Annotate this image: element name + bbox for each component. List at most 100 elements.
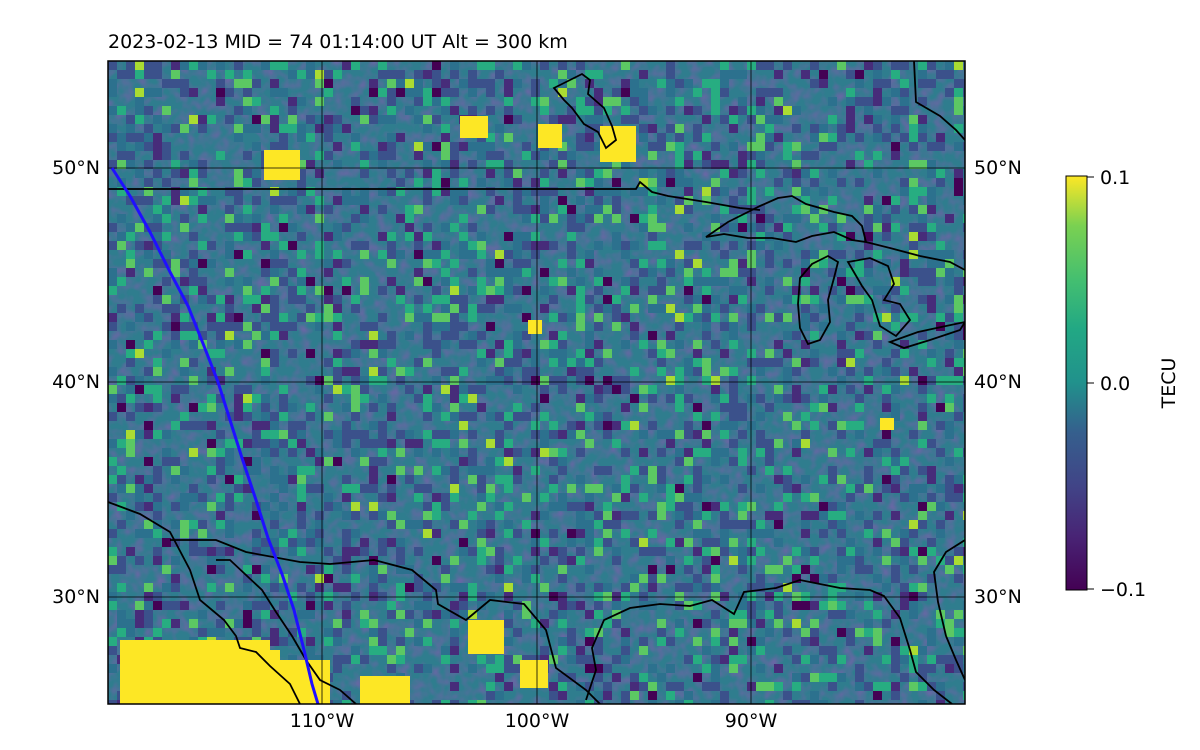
tec-cell	[135, 502, 144, 511]
tec-cell	[666, 106, 675, 115]
tec-cell	[900, 538, 909, 547]
tec-cell	[747, 583, 756, 592]
tec-cell	[324, 286, 333, 295]
tec-cell	[531, 403, 540, 412]
tec-cell	[864, 214, 873, 223]
tec-cell	[801, 304, 810, 313]
tec-cell	[810, 421, 819, 430]
tec-cell	[342, 547, 351, 556]
tec-cell	[477, 403, 486, 412]
tec-cell	[180, 322, 189, 331]
tec-cell	[243, 97, 252, 106]
tec-cell	[954, 124, 963, 133]
tec-cell	[873, 88, 882, 97]
tec-cell	[324, 502, 333, 511]
tec-cell	[900, 493, 909, 502]
tec-cell	[873, 223, 882, 232]
tec-cell	[558, 682, 567, 691]
tec-cell	[963, 106, 965, 115]
tec-cell	[306, 538, 315, 547]
tec-cell	[540, 430, 549, 439]
tec-positive-anomaly	[528, 320, 542, 334]
tec-cell	[117, 583, 126, 592]
tec-cell	[603, 277, 612, 286]
tec-cell	[549, 313, 558, 322]
tec-cell	[324, 295, 333, 304]
tec-cell	[801, 601, 810, 610]
tec-cell	[864, 385, 873, 394]
tec-cell	[387, 187, 396, 196]
tec-cell	[873, 628, 882, 637]
tec-cell	[639, 430, 648, 439]
tec-cell	[657, 637, 666, 646]
tec-cell	[396, 367, 405, 376]
tec-cell	[450, 142, 459, 151]
tec-cell	[594, 646, 603, 655]
tec-cell	[495, 457, 504, 466]
tec-cell	[225, 115, 234, 124]
tec-cell	[576, 421, 585, 430]
tec-cell	[387, 475, 396, 484]
tec-cell	[711, 97, 720, 106]
tec-cell	[747, 115, 756, 124]
tec-cell	[333, 556, 342, 565]
tec-cell	[828, 655, 837, 664]
tec-cell	[783, 493, 792, 502]
tec-cell	[279, 412, 288, 421]
tec-cell	[603, 97, 612, 106]
tec-cell	[468, 304, 477, 313]
tec-cell	[423, 97, 432, 106]
tec-cell	[774, 97, 783, 106]
tec-cell	[225, 223, 234, 232]
tec-cell	[315, 457, 324, 466]
tec-cell	[756, 367, 765, 376]
tec-cell	[387, 412, 396, 421]
tec-cell	[531, 367, 540, 376]
tec-cell	[594, 124, 603, 133]
lat-label-left-30: 30°N	[52, 586, 100, 608]
tec-cell	[540, 412, 549, 421]
tec-cell	[333, 457, 342, 466]
tec-cell	[945, 61, 954, 70]
tec-cell	[279, 484, 288, 493]
tec-cell	[684, 691, 693, 700]
tec-cell	[504, 484, 513, 493]
tec-cell	[333, 223, 342, 232]
tec-cell	[558, 556, 567, 565]
tec-cell	[441, 187, 450, 196]
tec-cell	[639, 673, 648, 682]
tec-cell	[612, 97, 621, 106]
tec-cell	[171, 304, 180, 313]
tec-cell	[603, 682, 612, 691]
tec-cell	[432, 556, 441, 565]
tec-cell	[828, 142, 837, 151]
tec-cell	[630, 259, 639, 268]
tec-cell	[414, 466, 423, 475]
tec-cell	[450, 367, 459, 376]
tec-cell	[918, 502, 927, 511]
tec-cell	[774, 133, 783, 142]
tec-cell	[333, 142, 342, 151]
tec-cell	[396, 583, 405, 592]
tec-cell	[306, 61, 315, 70]
tec-cell	[882, 655, 891, 664]
tec-cell	[918, 484, 927, 493]
tec-cell	[450, 61, 459, 70]
tec-cell	[720, 169, 729, 178]
tec-cell	[756, 529, 765, 538]
tec-cell	[603, 583, 612, 592]
tec-cell	[108, 394, 117, 403]
tec-cell	[720, 619, 729, 628]
tec-cell	[198, 196, 207, 205]
tec-cell	[189, 322, 198, 331]
tec-cell	[576, 295, 585, 304]
tec-positive-anomaly	[264, 150, 300, 180]
tec-cell	[153, 70, 162, 79]
tec-cell	[837, 340, 846, 349]
tec-cell	[414, 547, 423, 556]
tec-cell	[270, 421, 279, 430]
tec-cell	[639, 268, 648, 277]
tec-cell	[135, 619, 144, 628]
tec-cell	[648, 241, 657, 250]
tec-cell	[270, 106, 279, 115]
